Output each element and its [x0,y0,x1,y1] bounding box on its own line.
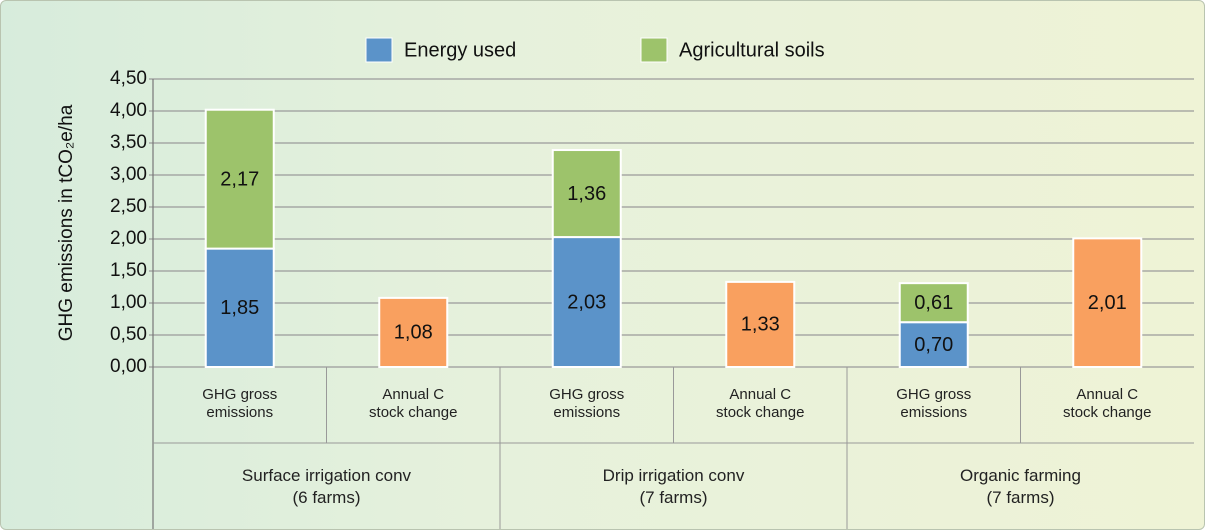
x-tick-label: Annual C stock change [1063,386,1152,421]
data-label: 1,33 [741,314,780,336]
y-tick-label: 4,00 [110,100,147,121]
group-label: Surface irrigation conv (6 farms) [241,466,412,507]
bar-segment [551,236,622,368]
y-tick-label: 1,00 [110,292,147,313]
legend-swatch [365,37,393,63]
y-tick-label: 2,50 [110,196,147,217]
data-label: 2,01 [1088,292,1127,314]
data-label: 0,70 [914,334,953,356]
bar-segment [551,149,622,239]
y-tick-label: 3,50 [110,132,147,153]
x-tick-label: GHG gross emissions [202,386,278,421]
y-tick-label: 0,50 [110,324,147,345]
y-tick-label: 3,00 [110,164,147,185]
x-tick-label: Annual C stock change [716,386,805,421]
y-tick-label: 1,50 [110,260,147,281]
bar-segment [725,280,796,369]
data-label: 1,36 [567,183,606,205]
data-label: 2,03 [567,291,606,313]
data-label: 2,17 [220,168,259,190]
data-label: 1,85 [220,297,259,319]
bar-segment [378,296,449,369]
y-tick-label: 0,00 [110,356,147,377]
x-tick-label: GHG gross emissions [896,386,972,421]
x-tick-label: Annual C stock change [369,386,458,421]
x-tick-label: GHG gross emissions [549,386,625,421]
bar-segment [898,282,969,324]
bar-segment [1072,237,1143,368]
y-tick-label: 2,00 [110,228,147,249]
y-tick-label: 4,50 [110,68,147,89]
legend-label: Agricultural soils [679,39,825,61]
legend-label: Energy used [404,39,516,61]
y-axis-label: GHG emissions in tCO₂e/ha [56,104,77,341]
group-label: Drip irrigation conv (7 farms) [602,466,745,507]
bar-segment [204,108,275,250]
legend-swatch [640,37,668,63]
bar-segment [204,247,275,369]
group-label: Organic farming (7 farms) [960,466,1081,507]
data-label: 0,61 [914,292,953,314]
data-label: 1,08 [394,322,433,344]
